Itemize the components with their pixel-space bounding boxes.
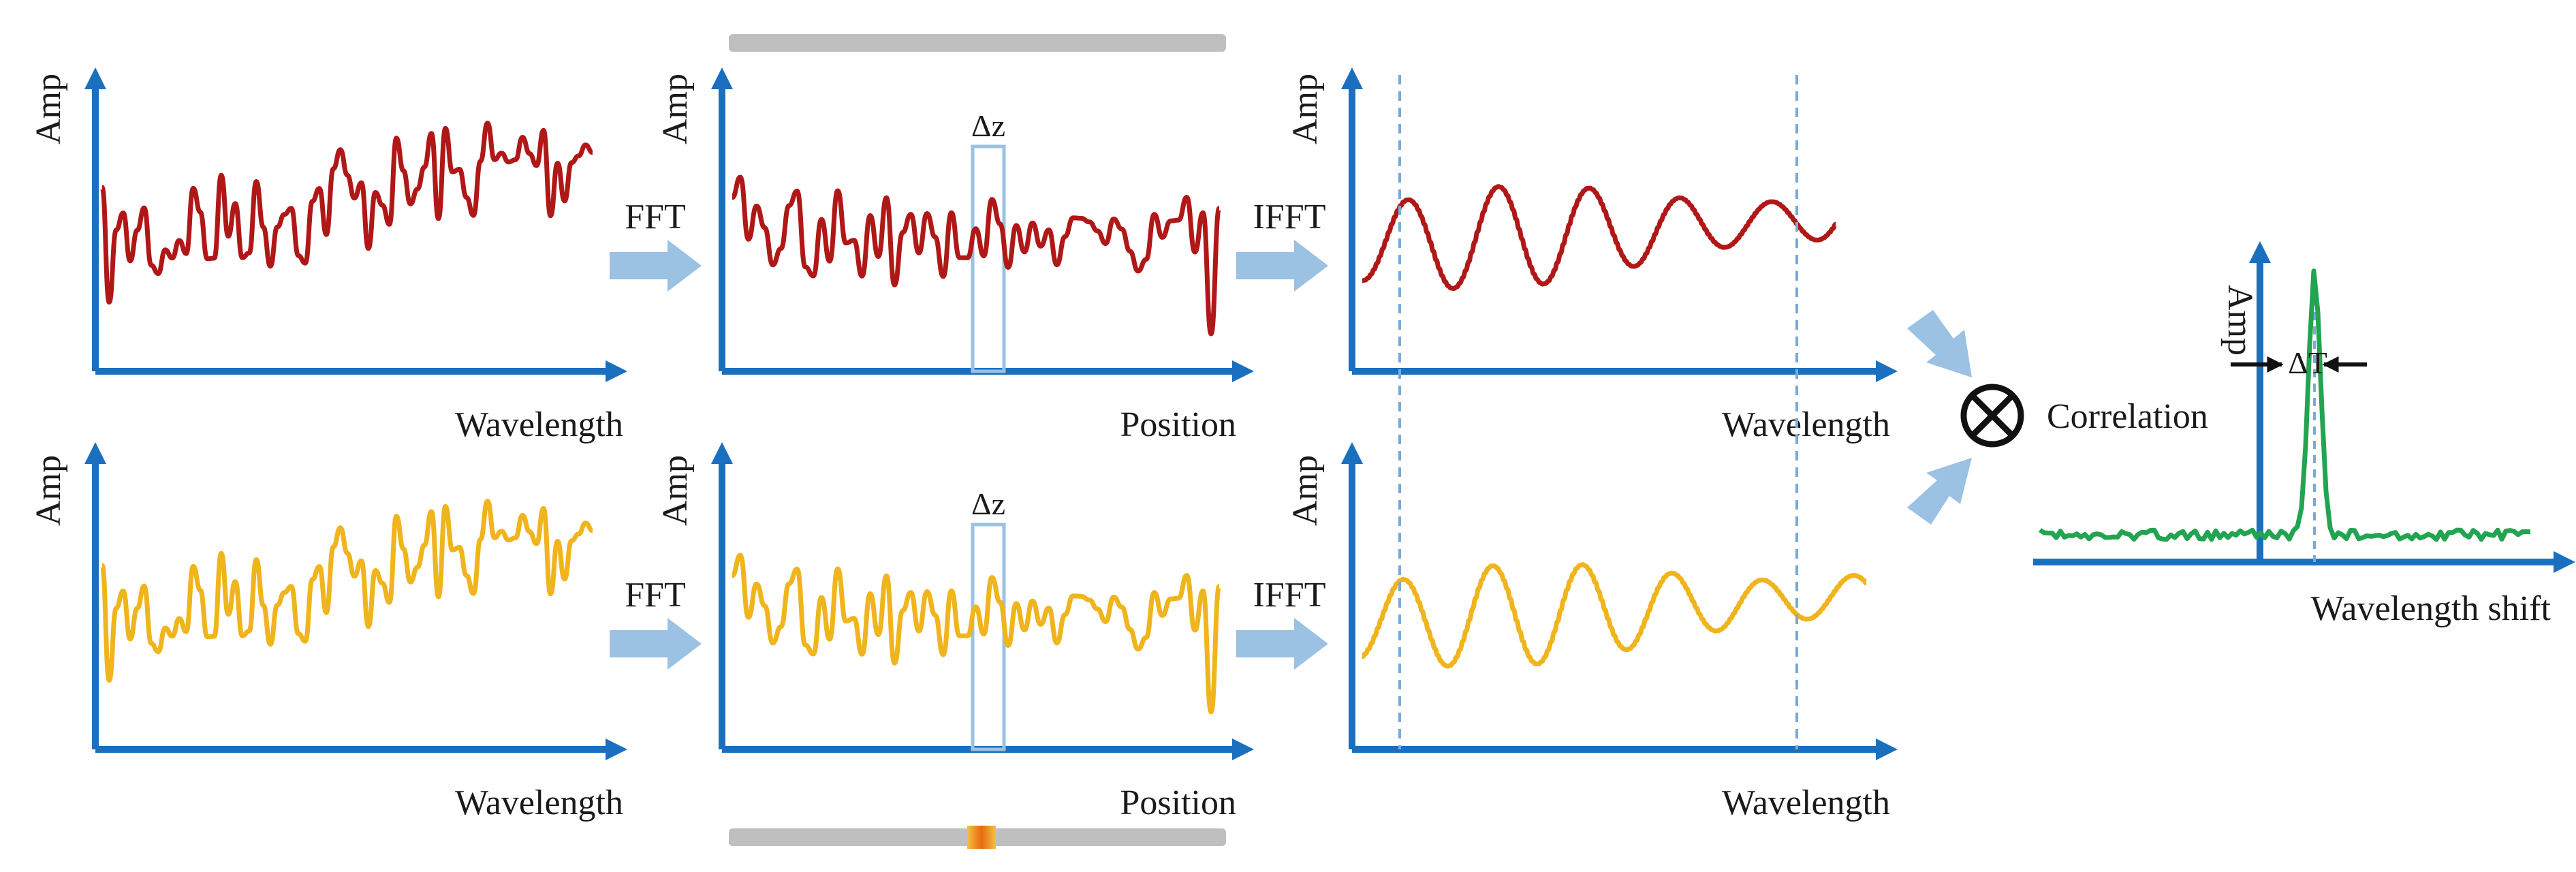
x-axis-label-wavelength: Wavelength [1722,783,1890,822]
fft-label: FFT [625,576,686,614]
x-axis-label-position: Position [1120,783,1237,822]
y-axis-label-amp: Amp [1286,74,1325,144]
thick-arrow-icon [610,240,702,292]
x-axis-label-wavelength: Wavelength [455,783,623,822]
x-axis-label-wavelength: Wavelength [455,405,623,444]
y-axis-label-amp: Amp [1286,455,1325,526]
y-axis-label-amp: Amp [29,74,68,144]
ifft-label: IFFT [1253,198,1326,236]
delta-z-window [971,523,1006,751]
y-axis-label-amp: Amp [656,455,695,526]
x-axis-label-position: Position [1120,405,1237,444]
thick-arrow-icon [1907,458,1972,525]
reference-spectrum-trace [99,121,593,305]
reference-position-trace [731,174,1222,337]
y-axis-label-amp: Amp [29,455,68,526]
fiber-bar-top [729,34,1226,52]
flow-arrow-ifft-top: IFFT [1236,198,1328,292]
thick-arrow-icon [1236,618,1328,670]
panel-reference-position: Δz Amp Position [656,67,1255,444]
y-axis-label-amp: Amp [2220,285,2259,356]
x-axis-label-wavelength: Wavelength [1722,405,1890,444]
reference-filtered-trace [1362,184,1837,291]
panel-measured-spectrum: Amp Wavelength [29,441,628,822]
thick-arrow-icon [1236,240,1328,292]
delta-z-label: Δz [971,108,1005,143]
delta-z-label: Δz [971,486,1005,521]
fiber-hotspot [967,826,996,849]
y-axis-label-amp: Amp [656,74,695,144]
panel-measured-position: Δz Amp Position [656,441,1255,822]
panel-reference-spectrum: Amp Wavelength [29,67,628,444]
flow-arrow-fft-top: FFT [610,198,702,292]
correlation-trace [2039,268,2531,542]
x-axis-label-wavelength-shift: Wavelength shift [2311,589,2551,628]
fft-label: FFT [625,198,686,236]
flow-arrow-ifft-bottom: IFFT [1236,576,1328,670]
panel-reference-filtered: Amp Wavelength [1286,67,1898,444]
measured-spectrum-trace [99,499,593,683]
panel-correlation: Amp ΔT Wavelength shift [2033,240,2576,628]
thick-arrow-icon [610,618,702,670]
ifft-label: IFFT [1253,576,1326,614]
correlation-label: Correlation [2047,397,2208,436]
circled-times-icon [1960,384,2024,448]
delta-t-label: ΔT [2288,345,2327,380]
panel-measured-filtered: Amp Wavelength [1286,441,1898,822]
measured-position-trace [731,552,1222,715]
measured-filtered-trace [1361,562,1868,669]
flow-arrow-fft-bottom: FFT [610,576,702,670]
thick-arrow-icon [1907,310,1972,377]
delta-z-window [971,144,1006,373]
